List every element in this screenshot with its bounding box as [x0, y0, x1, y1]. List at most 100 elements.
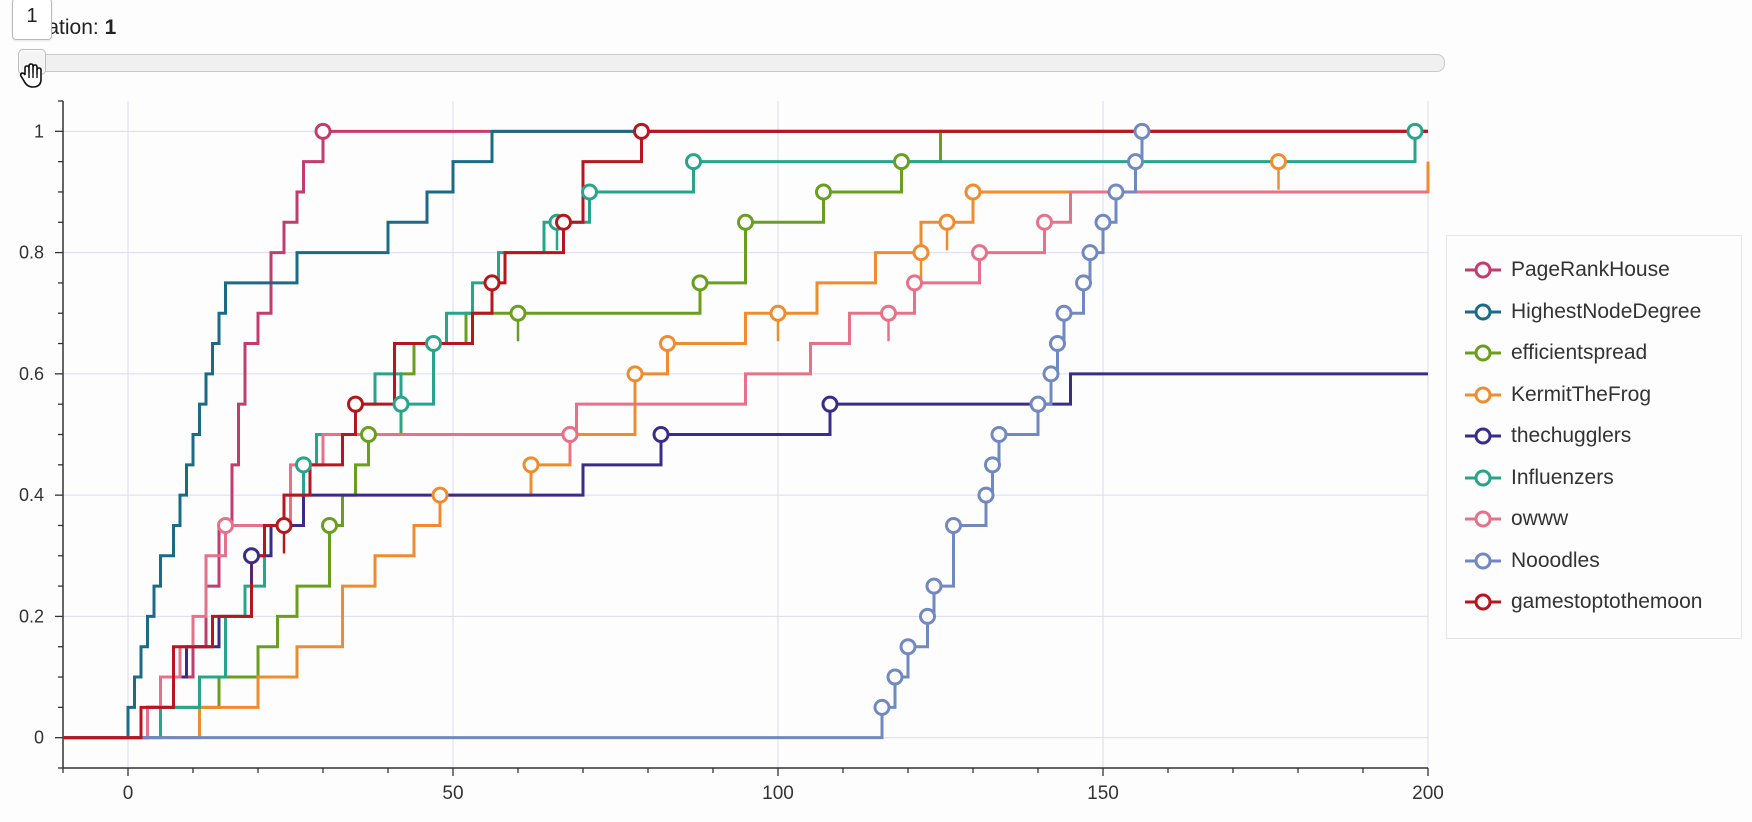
marker-gamestoptothemoon — [275, 516, 293, 534]
slider-value: 1 — [104, 16, 117, 39]
y-tick-label: 0.8 — [19, 243, 44, 263]
marker-thechugglers — [243, 547, 260, 565]
marker-owww — [880, 304, 897, 322]
legend-glyph — [1465, 593, 1501, 611]
series-line-PageRankHouse — [63, 129, 1428, 740]
marker-Nooodles — [1075, 274, 1092, 292]
legend-label: Influenzers — [1511, 465, 1614, 489]
legend-label: gamestoptothemoon — [1511, 590, 1703, 613]
series-markers — [217, 122, 1424, 736]
marker-gamestoptothemoon — [555, 213, 572, 231]
marker-gamestoptothemoon — [483, 274, 501, 292]
marker-Nooodles — [984, 456, 1001, 474]
legend-item: owww — [1465, 504, 1568, 534]
legend-item: Influenzers — [1465, 463, 1614, 493]
legend-item: HighestNodeDegree — [1465, 297, 1701, 327]
marker-efficientspread — [360, 426, 377, 443]
marker-owww — [906, 274, 923, 292]
marker-Influenzers — [685, 153, 702, 171]
x-tick-label: 200 — [1412, 783, 1444, 804]
legend-glyph — [1465, 261, 1501, 279]
marker-Nooodles — [1049, 335, 1066, 353]
marker-Influenzers — [295, 456, 312, 474]
y-tick-label: 0.6 — [19, 364, 44, 384]
legend-item: gamestoptothemoon — [1465, 587, 1702, 617]
marker-KermitTheFrog — [938, 213, 956, 231]
legend-marker — [1474, 261, 1492, 279]
legend-item: efficientspread — [1465, 338, 1647, 368]
marker-efficientspread — [509, 304, 527, 322]
legend-glyph — [1465, 510, 1501, 528]
legend-item: Nooodles — [1465, 546, 1600, 576]
marker-efficientspread — [321, 516, 338, 534]
marker-KermitTheFrog — [1270, 153, 1287, 171]
legend-label: Nooodles — [1511, 548, 1600, 572]
legend-label: PageRankHouse — [1511, 258, 1670, 281]
legend-marker — [1474, 427, 1492, 445]
marker-efficientspread — [691, 274, 709, 292]
marker-Nooodles — [899, 638, 917, 656]
y-tick-label: 0 — [34, 728, 44, 748]
marker-owww — [971, 244, 988, 262]
marker-Influenzers — [1406, 122, 1424, 140]
marker-gamestoptothemoon — [633, 122, 650, 140]
y-tick-label: 0.4 — [19, 485, 44, 505]
marker-KermitTheFrog — [769, 304, 787, 322]
marker-Nooodles — [1133, 122, 1151, 140]
legend-glyph — [1465, 552, 1501, 569]
marker-PageRankHouse — [314, 122, 332, 140]
marker-Nooodles — [886, 668, 904, 686]
y-tick-label: 1 — [34, 121, 44, 141]
legend-glyph — [1465, 344, 1501, 362]
legend-marker — [1474, 386, 1492, 403]
marker-Nooodles — [1029, 395, 1047, 413]
legend-glyph — [1465, 386, 1501, 403]
marker-KermitTheFrog — [659, 335, 676, 353]
marker-Nooodles — [919, 607, 936, 625]
x-tick-label: 50 — [442, 783, 463, 804]
marker-Nooodles — [990, 426, 1008, 443]
grab-hand-icon — [19, 63, 42, 88]
slider-tooltip: 1 — [12, 0, 52, 40]
legend-glyph — [1465, 469, 1501, 486]
marker-owww — [561, 426, 579, 443]
legend-item: thechugglers — [1465, 421, 1631, 451]
marker-Nooodles — [1042, 365, 1060, 383]
marker-thechugglers — [821, 395, 839, 413]
legend-marker — [1474, 469, 1492, 486]
legend-marker — [1474, 510, 1492, 528]
marker-Nooodles — [1127, 153, 1144, 171]
iteration-slider[interactable]: Iteration: 1 1 — [0, 0, 1460, 88]
legend-label: thechugglers — [1511, 424, 1632, 447]
marker-owww — [217, 516, 234, 534]
marker-thechugglers — [652, 426, 670, 443]
marker-efficientspread — [893, 153, 910, 171]
marker-Nooodles — [1081, 244, 1099, 262]
marker-Influenzers — [425, 335, 442, 353]
marker-Nooodles — [1055, 304, 1073, 322]
series-line-KermitTheFrog — [63, 161, 1430, 740]
marker-Nooodles — [925, 577, 943, 595]
marker-Nooodles — [977, 486, 995, 504]
legend-glyph — [1465, 303, 1501, 320]
legend-marker — [1474, 344, 1492, 362]
marker-efficientspread — [737, 213, 754, 231]
marker-Nooodles — [945, 516, 962, 534]
legend-label: owww — [1511, 507, 1569, 530]
legend-item: KermitTheFrog — [1465, 380, 1651, 410]
legend-label: KermitTheFrog — [1511, 382, 1652, 406]
legend: PageRankHouse HighestNodeDegree efficients… — [1446, 235, 1742, 639]
series-line-thechugglers — [63, 372, 1428, 740]
marker-Nooodles — [873, 698, 891, 716]
marker-KermitTheFrog — [431, 486, 449, 504]
marker-KermitTheFrog — [522, 456, 540, 474]
y-tick-label: 0.2 — [19, 606, 44, 626]
legend-marker — [1474, 303, 1492, 320]
marker-Influenzers — [581, 183, 598, 201]
series-line-HighestNodeDegree — [63, 129, 1428, 740]
marker-Nooodles — [1094, 213, 1112, 231]
marker-KermitTheFrog — [912, 244, 930, 262]
marker-KermitTheFrog — [964, 183, 982, 201]
legend-glyph — [1465, 427, 1501, 445]
